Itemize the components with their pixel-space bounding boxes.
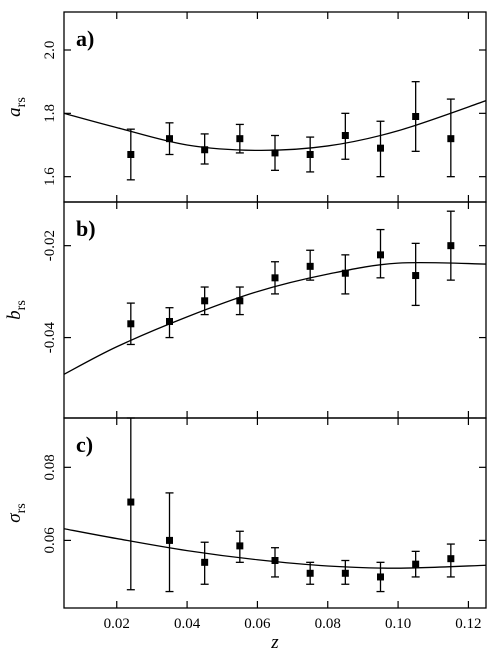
xtick-label: 0.02 [104,616,130,632]
panel-b-data-point [201,297,209,305]
xtick-label: 0.10 [385,616,411,632]
panel-c-label: c) [76,432,93,457]
panel-a-data-point [341,132,349,139]
panel-a-data-point [306,151,314,158]
panel-a-data-point [236,135,244,143]
panel-c-data-point [201,558,209,566]
panel-c-data-point [341,569,349,577]
panel-b-fit-curve [64,261,486,375]
panel-b-data-point [236,297,244,305]
panel-b-label: b) [76,216,96,241]
panel-b-ytick-label: -0.02 [42,230,58,261]
panel-c-data-point [166,536,173,544]
panel-c-data-point [412,560,420,568]
panel-b-data-point [166,317,173,325]
panel-a-frame [63,11,487,203]
panel-c-ylabel: σrs [4,503,29,523]
panel-c-data-point [236,542,244,550]
panel-b-data-point [271,274,279,282]
panel-a-data-point [412,113,420,120]
panel-a-data-point [127,151,135,158]
panel-b-data-point [306,262,314,270]
xtick-label: 0.12 [455,616,481,632]
panel-a-ylabel: ars [4,97,29,117]
panel-b-ytick-label: -0.04 [42,321,58,353]
panel-b-data-point [341,269,349,277]
panel-b-data-point [377,251,384,259]
xtick-label: 0.08 [315,616,341,632]
panel-c-data-point [306,569,314,577]
xtick-label: 0.06 [244,616,271,632]
panel-c-data-point [271,557,279,564]
xtick-label: 0.04 [174,616,201,632]
panel-a-data-point [201,146,209,154]
panel-c-ytick-label: 0.08 [42,454,58,480]
panel-c-data-point [377,573,384,581]
panel-a-label: a) [76,26,94,51]
panel-c-frame [63,417,487,609]
panel-b-data-point [447,242,455,250]
panel-c-data-point [127,498,135,506]
panel-b-ylabel: brs [4,300,29,320]
panel-c-fit-curve [64,528,486,569]
panel-a-ytick-label: 1.8 [42,104,58,123]
panel-a-data-point [271,149,279,157]
panel-c-data-point [447,555,455,563]
panel-a-data-point [377,144,384,152]
panel-b-frame [63,201,487,419]
panel-a-ytick-label: 2.0 [42,41,58,60]
x-axis-title: z [270,632,279,650]
panel-b-data-point [127,320,135,328]
panel-a-data-point [447,135,455,143]
panel-a-data-point [166,135,173,143]
panel-c-ytick-label: 0.06 [42,527,58,554]
panel-a-ytick-label: 1.6 [42,167,58,186]
panel-a-fit-curve [64,100,486,152]
panel-b-data-point [412,272,420,280]
